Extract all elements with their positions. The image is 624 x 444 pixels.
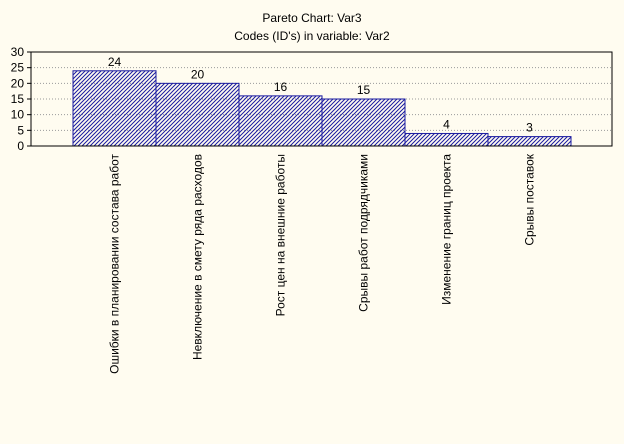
- x-tick-label: Невключение в смету ряда расходов: [191, 154, 205, 360]
- x-tick-label: Рост цен на внешние работы: [274, 154, 288, 316]
- x-tick-label: Ошибки в планировании состава работ: [108, 154, 122, 374]
- y-tick-label: 20: [11, 76, 25, 90]
- bar: [487, 136, 572, 147]
- bar: [72, 70, 157, 147]
- data-label: 4: [443, 117, 450, 131]
- x-axis: Ошибки в планировании состава работ Невкл…: [108, 153, 537, 374]
- data-label: 20: [191, 67, 205, 81]
- data-label: 16: [274, 80, 288, 94]
- y-tick-label: 10: [11, 108, 25, 122]
- data-label: 24: [108, 55, 122, 69]
- chart-title: Pareto Chart: Var3: [262, 11, 361, 25]
- bars: [72, 70, 572, 147]
- x-tick-label: Срывы поставок: [523, 153, 537, 245]
- bar: [155, 82, 240, 147]
- x-tick-label: Срывы работ подрядчиками: [357, 154, 371, 312]
- y-tick-label: 30: [11, 45, 25, 59]
- chart-subtitle: Codes (ID's) in variable: Var2: [234, 29, 390, 43]
- y-tick-label: 5: [17, 123, 24, 137]
- x-tick-label: Изменение границ проекта: [440, 154, 454, 305]
- y-tick-label: 25: [11, 61, 25, 75]
- bar: [321, 98, 406, 147]
- bar: [404, 132, 489, 147]
- data-label: 15: [357, 83, 371, 97]
- bar: [238, 95, 323, 147]
- data-labels: 24 20 16 15 4 3: [108, 55, 533, 135]
- y-tick-label: 0: [17, 139, 24, 153]
- data-label: 3: [526, 121, 533, 135]
- y-tick-label: 15: [11, 92, 25, 106]
